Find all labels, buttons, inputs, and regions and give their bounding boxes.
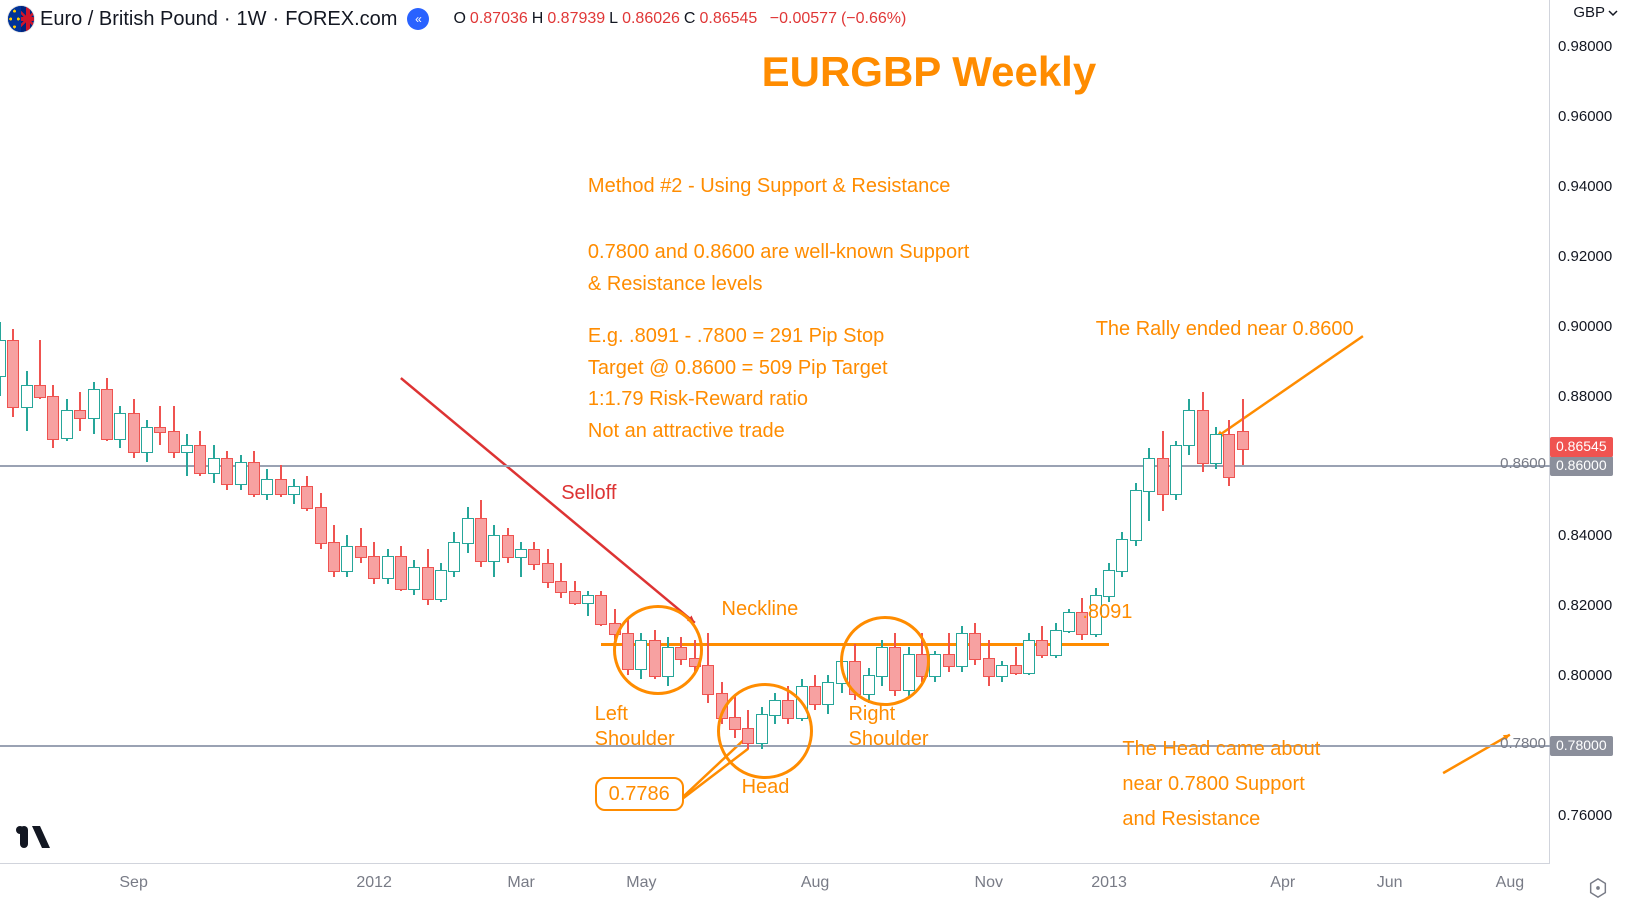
x-tick: May [626, 874, 656, 892]
annotation-line3d: Not an attractive trade [588, 419, 785, 444]
y-tick: 0.90000 [1558, 318, 1612, 335]
y-tick: 0.98000 [1558, 38, 1612, 55]
chevron-down-icon [1608, 8, 1618, 18]
chart-header: Euro / British Pound · 1W · FOREX.com « … [8, 6, 906, 32]
price-level-label: 0.8600 [1500, 455, 1546, 472]
annotation-selloff: Selloff [561, 481, 616, 506]
annotation-head_note3: and Resistance [1122, 807, 1260, 832]
annotation-right_sh: RightShoulder [848, 702, 928, 752]
settings-icon[interactable] [1584, 874, 1612, 902]
y-tick: 0.96000 [1558, 108, 1612, 125]
y-tick: 0.88000 [1558, 388, 1612, 405]
annotation-left_sh: LeftShoulder [595, 702, 675, 752]
annotation-line3a: E.g. .8091 - .7800 = 291 Pip Stop [588, 324, 884, 349]
annotation-head_note1: The Head came about [1122, 737, 1320, 762]
tv-logo [16, 826, 50, 854]
price-axis-flag: 0.86000 [1550, 456, 1613, 475]
y-tick: 0.92000 [1558, 248, 1612, 265]
y-axis[interactable]: GBP 0.76000 0.78000 0.80000 0.82000 0.84000 0… [1549, 0, 1630, 864]
currency-toggle[interactable]: GBP [1573, 4, 1618, 21]
annotation-line2b: & Resistance levels [588, 272, 763, 297]
symbol-name[interactable]: Euro / British Pound [40, 8, 218, 31]
annotation-line3b: Target @ 0.8600 = 509 Pip Target [588, 356, 888, 381]
ohlc-readout: O0.87036 H0.87939 L0.86026 C0.86545 −0.0… [453, 10, 906, 28]
x-axis[interactable]: Sep 2012 Mar May Aug Nov 2013 Apr Jun Aug [0, 863, 1550, 910]
pair-flag-icon [8, 6, 34, 32]
broker-name: FOREX.com [285, 8, 397, 31]
annotation-line3c: 1:1.79 Risk-Reward ratio [588, 387, 808, 412]
chart-plot-area[interactable]: EURGBP Weekly Method #2 - Using Support &… [0, 32, 1550, 864]
x-tick: Nov [975, 874, 1003, 892]
annotation-line2a: 0.7800 and 0.8600 are well-known Support [588, 240, 969, 265]
x-tick: Aug [801, 874, 829, 892]
x-tick: Apr [1270, 874, 1295, 892]
y-tick: 0.82000 [1558, 597, 1612, 614]
y-tick: 0.94000 [1558, 178, 1612, 195]
x-tick: 2012 [356, 874, 392, 892]
annotation-title: EURGBP Weekly [762, 46, 1097, 99]
annotation-neckline: Neckline [722, 597, 799, 622]
last-price-flag: 0.86545 [1550, 437, 1613, 456]
interval[interactable]: 1W [237, 8, 267, 31]
pattern-circle [840, 616, 930, 706]
y-tick: 0.84000 [1558, 527, 1612, 544]
annotation-box_7786: 0.7786 [595, 782, 684, 807]
y-tick: 0.80000 [1558, 667, 1612, 684]
undo-icon[interactable]: « [407, 8, 429, 30]
y-tick: 0.76000 [1558, 807, 1612, 824]
price-level-label: 0.7800 [1500, 735, 1546, 752]
annotation-head: Head [742, 775, 790, 800]
ohlc-high: 0.87939 [547, 10, 605, 28]
ohlc-change-pct: (−0.66%) [841, 10, 906, 28]
ohlc-open: 0.87036 [470, 10, 528, 28]
x-tick: Sep [119, 874, 147, 892]
ohlc-change: −0.00577 [770, 10, 837, 28]
x-tick: Aug [1496, 874, 1524, 892]
annotation-rally: The Rally ended near 0.8600 [1096, 317, 1354, 342]
annotation-head_note2: near 0.7800 Support [1122, 772, 1304, 797]
price-axis-flag: 0.78000 [1550, 736, 1613, 755]
x-tick: 2013 [1091, 874, 1127, 892]
ohlc-low: 0.86026 [622, 10, 680, 28]
annotation-method: Method #2 - Using Support & Resistance [588, 174, 950, 199]
annotation-val_8091: .8091 [1082, 600, 1132, 625]
pattern-circle [717, 683, 813, 779]
pattern-circle [613, 605, 703, 695]
x-tick: Mar [507, 874, 535, 892]
x-tick: Jun [1377, 874, 1403, 892]
ohlc-close: 0.86545 [699, 10, 757, 28]
